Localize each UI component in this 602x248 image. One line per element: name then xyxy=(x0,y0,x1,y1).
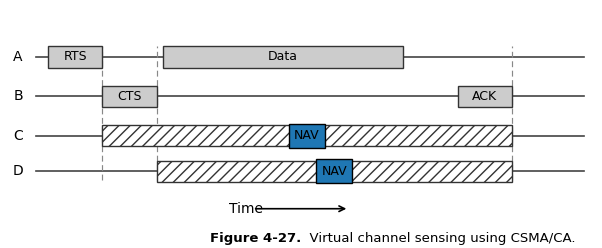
Text: B: B xyxy=(13,89,23,103)
Text: Virtual channel sensing using CSMA/CA.: Virtual channel sensing using CSMA/CA. xyxy=(301,232,576,245)
Bar xyxy=(458,86,512,107)
Text: Data: Data xyxy=(268,50,298,63)
Bar xyxy=(102,125,512,146)
Bar xyxy=(163,46,403,68)
Bar xyxy=(157,160,512,182)
Bar xyxy=(48,46,102,68)
Text: Time: Time xyxy=(229,202,262,216)
Text: ACK: ACK xyxy=(472,90,497,103)
Text: Figure 4-27.: Figure 4-27. xyxy=(209,232,301,245)
Text: NAV: NAV xyxy=(321,165,347,178)
Bar xyxy=(102,86,157,107)
Text: C: C xyxy=(13,128,23,143)
Text: A: A xyxy=(13,50,23,64)
Text: NAV: NAV xyxy=(294,129,320,142)
Text: D: D xyxy=(13,164,23,178)
Text: CTS: CTS xyxy=(117,90,141,103)
Text: RTS: RTS xyxy=(63,50,87,63)
